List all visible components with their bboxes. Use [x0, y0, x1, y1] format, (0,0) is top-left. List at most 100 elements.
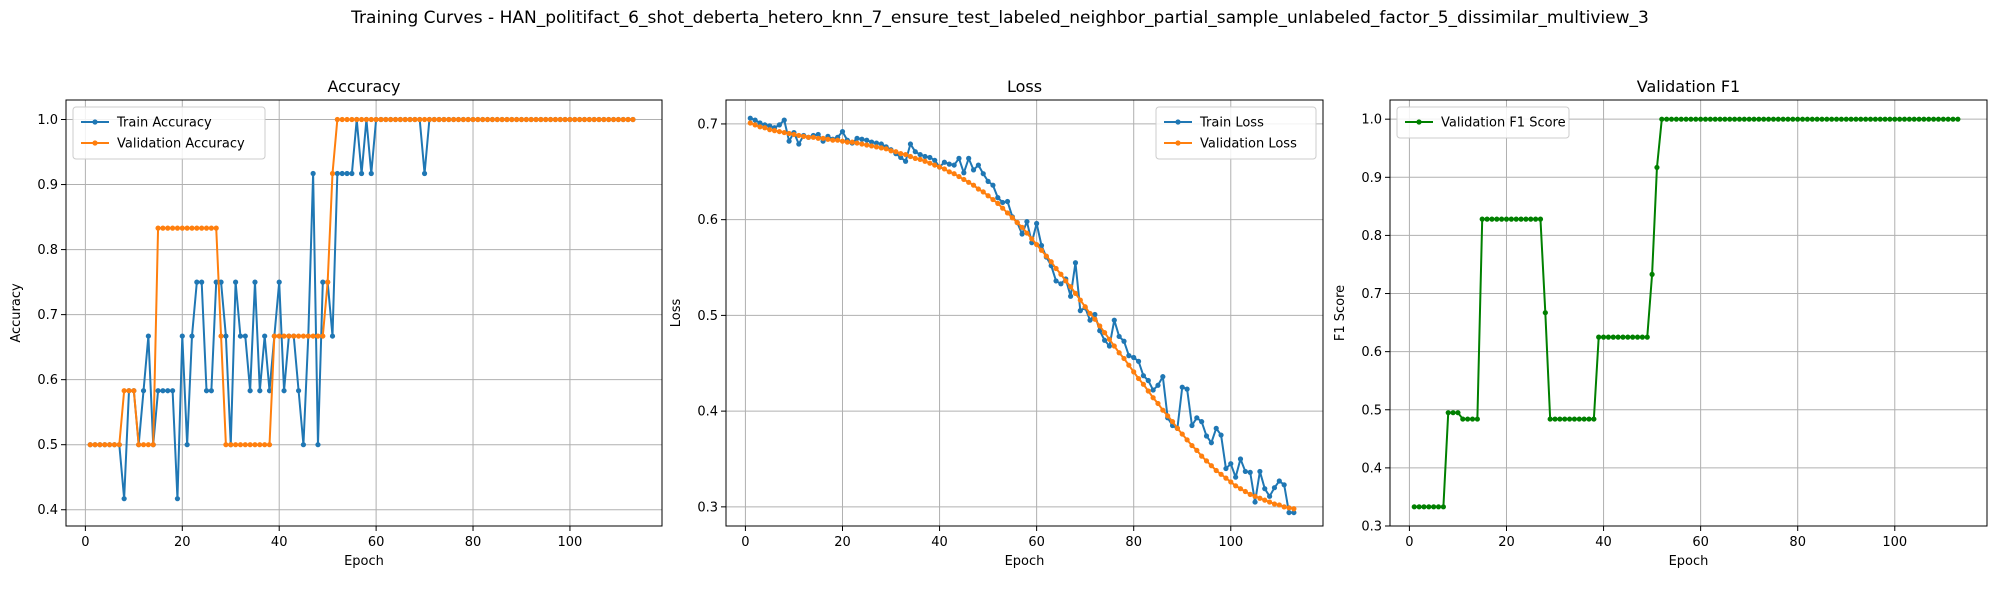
- validation-f1-score-point: [1732, 116, 1738, 122]
- y-tick-label: 0.5: [1361, 403, 1382, 418]
- validation-accuracy-point: [194, 225, 200, 231]
- train-loss-point: [951, 162, 957, 168]
- validation-loss-point: [898, 151, 904, 157]
- validation-accuracy-point: [310, 333, 316, 339]
- validation-loss-point: [1242, 488, 1248, 495]
- validation-loss-point: [917, 156, 923, 162]
- validation-f1-score-point: [1416, 504, 1422, 510]
- validation-f1-score-point: [1867, 116, 1874, 122]
- x-axis-label: Epoch: [1005, 554, 1045, 569]
- validation-f1-score-point: [1819, 116, 1825, 122]
- validation-f1-score-point: [1916, 116, 1922, 122]
- validation-f1-score-point: [1421, 504, 1427, 510]
- validation-accuracy-point: [557, 116, 563, 123]
- y-tick-label: 0.8: [37, 243, 58, 258]
- validation-loss-point: [767, 127, 773, 133]
- validation-f1-score-point: [1460, 416, 1466, 422]
- train-loss-point: [985, 178, 991, 184]
- train-loss-point: [1101, 337, 1108, 343]
- validation-loss-point: [970, 182, 977, 188]
- train-loss-point: [990, 182, 996, 188]
- validation-loss-point: [1000, 205, 1006, 211]
- validation-accuracy-point: [581, 116, 588, 123]
- train-loss-point: [932, 157, 938, 163]
- legend: Validation F1 Score: [1396, 106, 1570, 139]
- y-tick-label: 0.9: [1361, 171, 1382, 186]
- validation-f1-score-point: [1814, 116, 1820, 122]
- train-accuracy-point: [257, 388, 263, 394]
- validation-accuracy-point: [620, 116, 626, 123]
- x-tick-label: 60: [368, 535, 385, 550]
- validation-f1-score-point: [1751, 116, 1757, 122]
- train-loss-point: [980, 171, 986, 177]
- validation-loss-point: [830, 137, 836, 143]
- validation-f1-score-point: [1639, 334, 1645, 340]
- validation-loss-point: [781, 129, 787, 136]
- validation-accuracy-point: [388, 116, 394, 123]
- loss-chart: 0 20 40 60 80 100 0.3 0.4 0.5 0.6 0.7 Loss Epoch Loss…: [669, 77, 1324, 569]
- validation-f1-score-point: [1566, 416, 1573, 422]
- validation-accuracy-point: [87, 442, 93, 448]
- validation-accuracy-point: [547, 116, 554, 123]
- x-tick-label: 0: [81, 535, 89, 550]
- validation-accuracy-point: [281, 333, 287, 339]
- validation-accuracy-point: [572, 116, 578, 123]
- validation-accuracy-point: [329, 170, 336, 177]
- train-loss-point: [1194, 415, 1200, 421]
- validation-loss-point: [1262, 497, 1268, 503]
- validation-accuracy-point: [567, 116, 573, 123]
- train-loss-point: [966, 155, 972, 161]
- validation-f1-score-point: [1600, 334, 1607, 340]
- validation-f1-score-point: [1955, 116, 1961, 122]
- validation-f1-score-point: [1940, 116, 1946, 122]
- train-accuracy-point: [121, 496, 127, 502]
- x-tick-label: 100: [1218, 535, 1243, 550]
- validation-loss-point: [912, 155, 918, 161]
- train-loss-point: [1135, 358, 1142, 364]
- validation-accuracy-point: [257, 442, 263, 448]
- validation-accuracy-point: [97, 442, 103, 448]
- validation-loss-point: [888, 148, 894, 154]
- train-loss-point: [1058, 281, 1064, 287]
- validation-accuracy-point: [368, 116, 374, 123]
- y-tick-label: 0.8: [1361, 229, 1382, 244]
- validation-accuracy-point: [247, 442, 253, 448]
- validation-accuracy-point: [140, 442, 147, 448]
- y-tick-label: 0.3: [697, 500, 718, 515]
- validation-loss-point: [762, 125, 768, 131]
- train-accuracy-point: [368, 170, 374, 177]
- validation-accuracy-point: [315, 333, 321, 339]
- validation-loss-point: [786, 130, 792, 137]
- validation-accuracy-point: [475, 116, 481, 123]
- validation-loss-point: [1087, 310, 1093, 317]
- validation-accuracy-point: [518, 116, 525, 123]
- legend: Train Loss Validation Loss: [1155, 106, 1317, 160]
- chart-title: Loss: [1007, 77, 1042, 96]
- train-accuracy-point: [320, 279, 326, 285]
- validation-f1-score-point: [1552, 416, 1558, 422]
- validation-accuracy-point: [552, 116, 558, 123]
- validation-loss-point: [1029, 236, 1035, 242]
- train-loss-point: [1024, 218, 1030, 225]
- y-tick-label: 0.6: [697, 213, 718, 228]
- validation-loss-point: [1237, 486, 1244, 492]
- y-tick-label: 1.0: [1361, 113, 1382, 128]
- validation-f1-score-point: [1537, 216, 1544, 222]
- validation-loss-point: [1233, 483, 1239, 489]
- validation-accuracy-point: [407, 116, 413, 123]
- validation-loss-point: [1189, 442, 1195, 449]
- validation-f1-score-point: [1542, 310, 1548, 316]
- plot-frame: [65, 99, 663, 527]
- validation-accuracy-point: [223, 442, 229, 448]
- validation-loss-point: [927, 160, 933, 166]
- legend-label: Validation Loss: [1200, 137, 1297, 152]
- train-loss-point: [912, 149, 918, 155]
- train-loss-point: [970, 167, 977, 173]
- validation-f1-score-point: [1770, 116, 1777, 122]
- train-accuracy-point: [189, 333, 195, 339]
- legend: Train Accuracy Validation Accuracy: [72, 106, 266, 160]
- validation-loss-point: [1121, 355, 1127, 362]
- train-loss-point: [1291, 509, 1297, 516]
- validation-f1-score-point: [1833, 116, 1840, 122]
- validation-loss-point: [771, 128, 778, 134]
